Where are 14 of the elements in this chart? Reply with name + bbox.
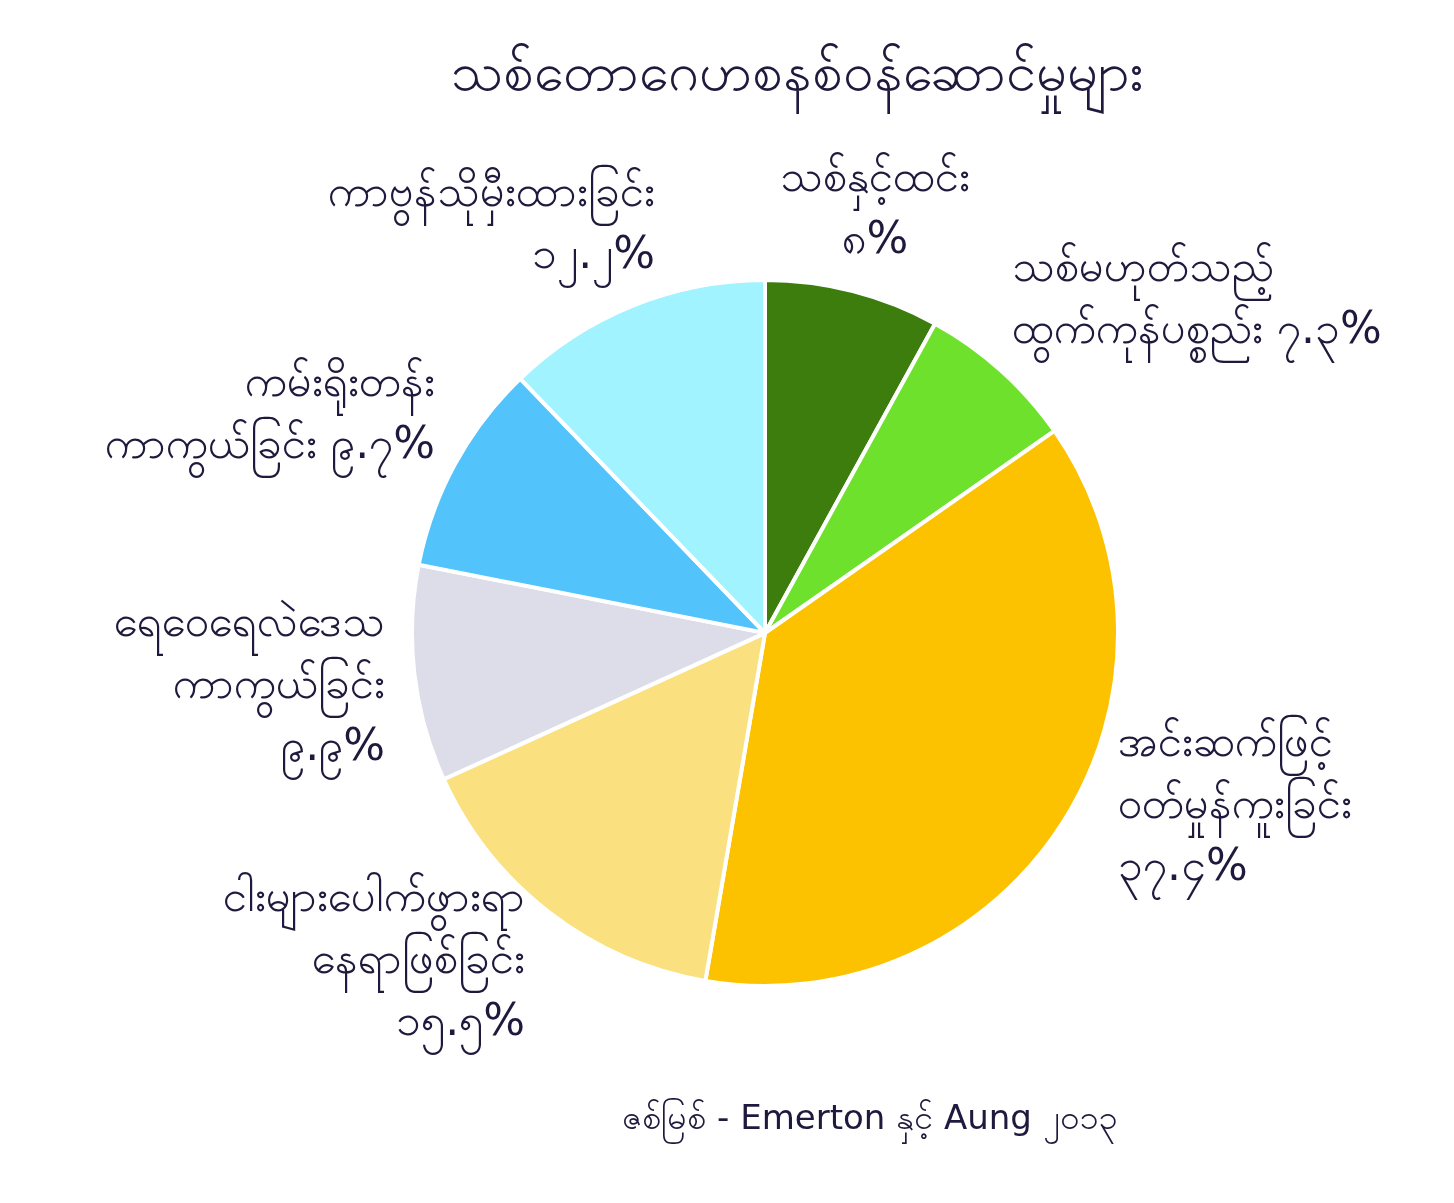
slice-label: ကမ်းရိုးတန်း ကာကွယ်ခြင်း ၉.၇% <box>105 355 435 479</box>
data-label: ၈% <box>841 212 909 264</box>
slice-label: အင်းဆက်ဖြင့် ဝတ်မှုန်ကူးခြင်း <box>1118 714 1352 839</box>
data-label: ၁၅.၅% <box>396 994 525 1056</box>
slice-label: သစ်မဟုတ်သည့် ထွက်ကုန်ပစ္စည်း ၇.၃% <box>1012 240 1382 364</box>
data-label: ၃၇.၄% <box>1118 839 1248 901</box>
data-label: ၉.၉% <box>281 719 385 781</box>
chart-title: သစ်တောဂေဟစနစ်ဝန်ဆောင်မှုများ <box>451 40 1143 115</box>
slice-label: ငါးများပေါက်ဖွားရာ နေရာဖြစ်ခြင်း <box>223 870 525 994</box>
data-label: ၁၂.၂% <box>532 227 655 289</box>
text: ဇစ်မြစ် - Emerton နှင့် Aung ၂၀၁၃ <box>622 1096 1118 1144</box>
slice-label: ရေဝေရေလဲဒေသ ကာကွယ်ခြင်း <box>114 595 385 719</box>
slice-label: သစ်နှင့်ထင်း <box>780 150 970 212</box>
slice-label: ကာဗွန်သိုမှီးထားခြင်း <box>328 164 655 227</box>
